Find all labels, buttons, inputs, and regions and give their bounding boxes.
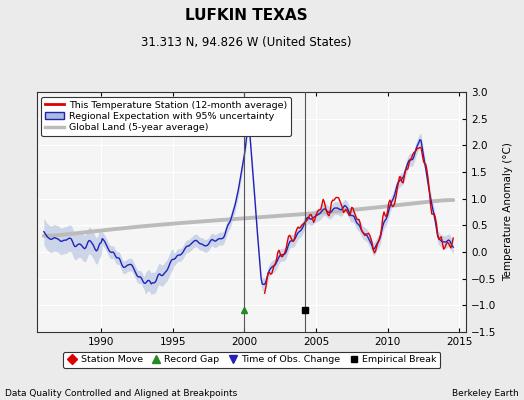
Text: Berkeley Earth: Berkeley Earth xyxy=(452,389,519,398)
Legend: Station Move, Record Gap, Time of Obs. Change, Empirical Break: Station Move, Record Gap, Time of Obs. C… xyxy=(63,352,440,368)
Legend: This Temperature Station (12-month average), Regional Expectation with 95% uncer: This Temperature Station (12-month avera… xyxy=(41,97,291,136)
Text: LUFKIN TEXAS: LUFKIN TEXAS xyxy=(185,8,308,23)
Text: Data Quality Controlled and Aligned at Breakpoints: Data Quality Controlled and Aligned at B… xyxy=(5,389,237,398)
Y-axis label: Temperature Anomaly (°C): Temperature Anomaly (°C) xyxy=(504,142,514,282)
Text: 31.313 N, 94.826 W (United States): 31.313 N, 94.826 W (United States) xyxy=(141,36,352,49)
